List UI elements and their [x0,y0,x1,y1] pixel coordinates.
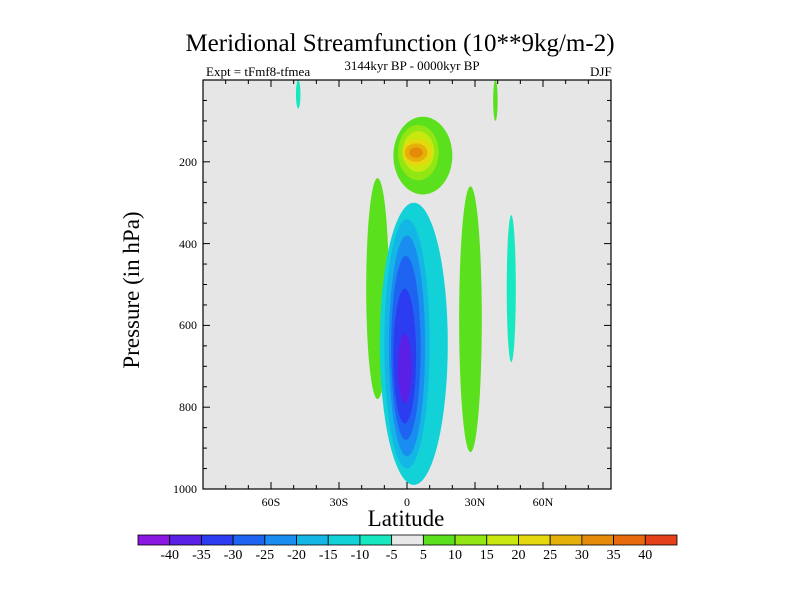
colorbar-swatch [518,534,551,546]
colorbar-swatch [454,534,488,546]
contour-region-10 [397,333,412,404]
colorbar-label: 25 [543,548,558,563]
experiment-label: Expt = tFmf8-tfmea [206,64,311,79]
colorbar-label: 35 [606,548,621,563]
x-tick-label: 60N [532,495,554,509]
season-label: DJF [590,64,612,79]
colorbar-swatch [296,534,329,546]
colorbar-label: -35 [192,548,211,563]
x-tick-label: 30S [329,495,349,509]
colorbar-swatch [264,534,297,546]
colorbar-swatch [201,534,234,546]
colorbar-label: -30 [223,548,243,563]
colorbar-swatch [486,534,519,546]
colorbar-label: 30 [574,548,589,563]
colorbar-label: 5 [419,548,427,563]
colorbar-swatch [232,534,266,546]
plot-frame [202,79,612,490]
colorbar-label: 20 [511,548,526,563]
axis-ticks [202,79,612,490]
colorbar-swatch [644,534,678,546]
colorbar-label: 15 [479,548,494,563]
colorbar-swatch [137,534,171,546]
y-tick-label: 200 [179,154,197,169]
colorbar-label: -10 [350,548,370,563]
y-tick-label: 400 [179,236,197,251]
colorbar-label: 10 [448,548,463,563]
colorbar-label: -40 [160,548,180,563]
colorbar-swatch [391,534,424,546]
contour-region-3 [459,186,482,453]
colorbar-swatch [581,534,614,546]
colorbar [137,534,678,546]
y-tick-label: 600 [179,318,197,333]
contour-fills [295,80,516,485]
colorbar-swatch [549,534,583,546]
y-tick-label: 800 [179,400,197,415]
colorbar-label: -15 [318,548,338,563]
contour-region-4 [506,214,516,363]
colorbar-label: 40 [638,548,653,563]
contour-region-16 [409,147,423,158]
contour-region-1 [295,80,301,109]
x-tick-label: 30N [464,495,486,509]
colorbar-label: -5 [385,548,398,563]
x-tick-label: 0 [404,495,410,509]
chart-title: Meridional Streamfunction (10**9kg/m-2) [185,30,615,57]
colorbar-swatch [327,534,361,546]
colorbar-swatch [613,534,646,546]
x-axis-title: Latitude [367,506,445,531]
colorbar-swatch [359,534,393,546]
contour-region-2 [493,80,498,121]
colorbar-label: -20 [287,548,306,563]
colorbar-swatch [169,534,202,546]
x-tick-label: 60S [261,495,281,509]
y-tick-label: 1000 [173,482,197,496]
colorbar-label: -25 [255,548,275,563]
period-label: 3144kyr BP - 0000kyr BP [344,58,480,73]
colorbar-swatch [422,534,456,546]
